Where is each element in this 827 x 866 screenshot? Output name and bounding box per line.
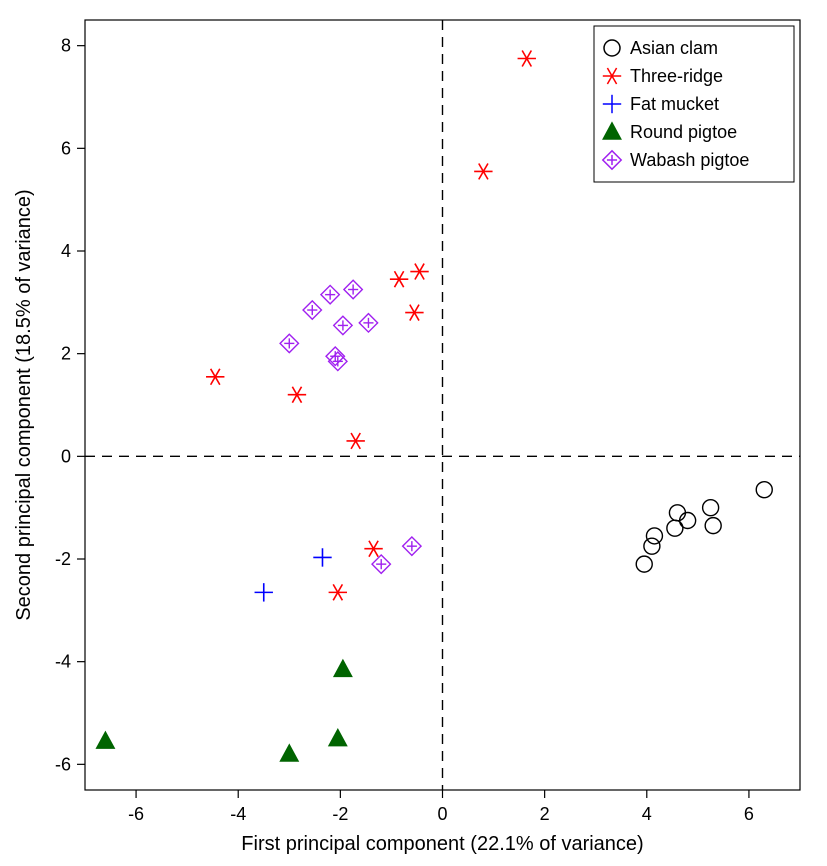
y-tick-label: -6 [55, 754, 71, 774]
x-tick-label: -2 [332, 804, 348, 824]
x-tick-label: -6 [128, 804, 144, 824]
y-tick-label: -4 [55, 652, 71, 672]
pca-scatter-chart: -6 -4 -2 0 2 4 6 -6 -4 -2 0 2 4 6 8 First principal com… [0, 0, 827, 866]
y-tick-label: 0 [61, 446, 71, 466]
series-wabash-pigtoe [280, 280, 421, 573]
series-round-pigtoe [96, 660, 352, 762]
series-asian-clam [636, 482, 772, 572]
legend-item-label: Three-ridge [630, 66, 723, 86]
x-tick-label: 4 [642, 804, 652, 824]
x-tick-label: 0 [437, 804, 447, 824]
y-tick-label: 4 [61, 241, 71, 261]
x-tick-label: -4 [230, 804, 246, 824]
chart-svg: -6 -4 -2 0 2 4 6 -6 -4 -2 0 2 4 6 8 First principal com… [0, 0, 827, 866]
legend: Asian clam Three-ridge Fat mucket Round pig… [594, 26, 794, 182]
x-axis-label: First principal component (22.1% of vari… [241, 833, 643, 855]
y-tick-label: 2 [61, 344, 71, 364]
x-tick-label: 2 [540, 804, 550, 824]
y-tick-label: 6 [61, 138, 71, 158]
x-tick-label: 6 [744, 804, 754, 824]
y-axis-label: Second principal component (18.5% of var… [13, 189, 35, 620]
legend-item-label: Asian clam [630, 38, 718, 58]
y-tick-label: -2 [55, 549, 71, 569]
series-fat-mucket [255, 548, 332, 601]
y-tick-label: 8 [61, 36, 71, 56]
legend-item-label: Round pigtoe [630, 122, 737, 142]
legend-item-label: Wabash pigtoe [630, 150, 749, 170]
series-three-ridge [206, 51, 536, 601]
legend-item-label: Fat mucket [630, 94, 719, 114]
